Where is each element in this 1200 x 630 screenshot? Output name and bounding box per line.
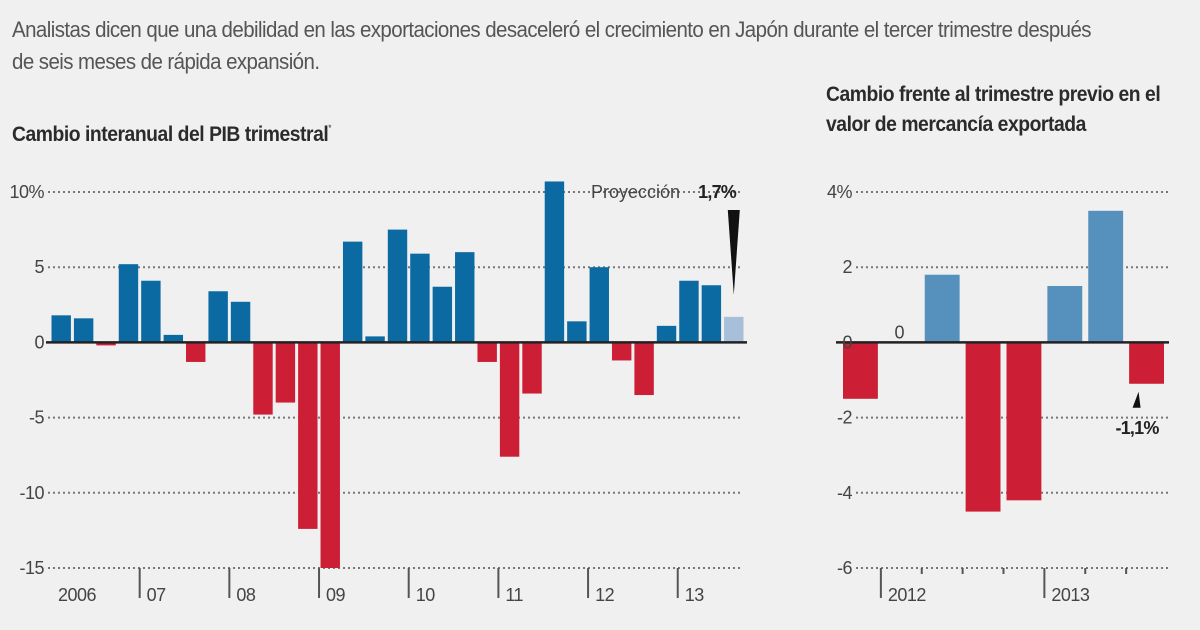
gdp-ytick-label: 10% bbox=[9, 182, 44, 202]
gdp-xtick-label: 07 bbox=[147, 585, 167, 605]
gdp-bar bbox=[455, 252, 475, 343]
projection-pointer bbox=[727, 210, 740, 295]
gdp-bar bbox=[477, 342, 497, 362]
gdp-bar bbox=[96, 342, 116, 346]
exports-ytick-label: -2 bbox=[837, 408, 852, 428]
gdp-xtick-label: 12 bbox=[595, 585, 615, 605]
exports-chart-title: Cambio frente al trimestre previo en el … bbox=[826, 83, 1161, 136]
gdp-bar bbox=[51, 315, 71, 343]
gdp-bar bbox=[432, 286, 453, 343]
chart-lede: Analistas dicen que una debilidad en las… bbox=[12, 17, 1092, 74]
gdp-xtick-label: 13 bbox=[685, 585, 705, 605]
gdp-chart-title-text: Cambio interanual del PIB trimestral bbox=[12, 123, 329, 146]
exports-ytick-label: -6 bbox=[837, 558, 852, 578]
gdp-bar bbox=[410, 253, 430, 343]
gdp-xtick-label: 09 bbox=[326, 585, 346, 605]
gdp-bar bbox=[679, 280, 699, 343]
exports-bar bbox=[1006, 342, 1042, 501]
exports-bar bbox=[965, 342, 1001, 512]
gdp-bar bbox=[186, 342, 206, 362]
gdp-xtick-label: 08 bbox=[236, 585, 256, 605]
gdp-bar bbox=[275, 342, 296, 403]
gdp-ytick-label: -10 bbox=[19, 483, 44, 503]
exports-ytick-label: 4% bbox=[827, 182, 853, 202]
gdp-bar bbox=[634, 342, 654, 396]
gdp-bar bbox=[163, 334, 184, 343]
gdp-bar bbox=[208, 291, 228, 343]
gdp-bar bbox=[73, 318, 94, 343]
gdp-bar bbox=[365, 336, 385, 343]
exports-bar bbox=[843, 342, 878, 399]
gdp-bar bbox=[387, 229, 408, 343]
gdp-bar bbox=[118, 264, 139, 343]
gdp-ytick-label: 5 bbox=[34, 257, 44, 277]
gdp-bar bbox=[320, 342, 340, 568]
gdp-bar bbox=[298, 342, 318, 529]
gdp-bar bbox=[656, 325, 677, 343]
gdp-bar bbox=[342, 241, 363, 343]
exports-ytick-label: 0 bbox=[842, 332, 852, 352]
exports-ytick-label: 2 bbox=[842, 257, 852, 277]
exports-chart bbox=[836, 191, 1169, 598]
gdp-bar bbox=[589, 267, 609, 343]
gdp-bar bbox=[544, 181, 565, 343]
gdp-ytick-label: -15 bbox=[19, 558, 44, 578]
gdp-bar bbox=[499, 342, 520, 457]
gdp-ytick-label: -5 bbox=[29, 408, 44, 428]
exports-xtick-label: 2012 bbox=[888, 585, 927, 605]
footnote-mark: * bbox=[328, 123, 332, 133]
gdp-bar bbox=[724, 316, 744, 343]
gdp-ytick-label: 0 bbox=[34, 332, 44, 352]
exports-ytick-label: -4 bbox=[837, 483, 852, 503]
exports-bar bbox=[1088, 210, 1124, 343]
projection-label: Proyección bbox=[591, 182, 680, 202]
gdp-bar bbox=[567, 321, 587, 343]
gdp-chart bbox=[46, 181, 747, 598]
gdp-bar bbox=[611, 342, 632, 361]
exports-last-pointer bbox=[1132, 391, 1141, 408]
exports-bar bbox=[1129, 342, 1164, 384]
gdp-bar bbox=[522, 342, 542, 394]
gdp-xtick-label: 11 bbox=[505, 585, 523, 605]
gdp-xtick-label: 2006 bbox=[58, 585, 97, 605]
gdp-bar bbox=[141, 280, 161, 343]
exports-zero-value-label: 0 bbox=[895, 322, 905, 342]
exports-bar bbox=[1047, 286, 1083, 343]
exports-xtick-label: 2013 bbox=[1051, 585, 1090, 605]
exports-bar bbox=[924, 274, 960, 343]
gdp-chart-title: Cambio interanual del PIB trimestral* bbox=[12, 113, 332, 150]
gdp-bar bbox=[253, 342, 273, 415]
gdp-xtick-label: 10 bbox=[416, 585, 436, 605]
projection-value: 1,7% bbox=[698, 182, 737, 202]
exports-last-value: -1,1% bbox=[1116, 418, 1160, 438]
gdp-bar bbox=[701, 285, 722, 343]
gdp-bar bbox=[230, 301, 251, 343]
